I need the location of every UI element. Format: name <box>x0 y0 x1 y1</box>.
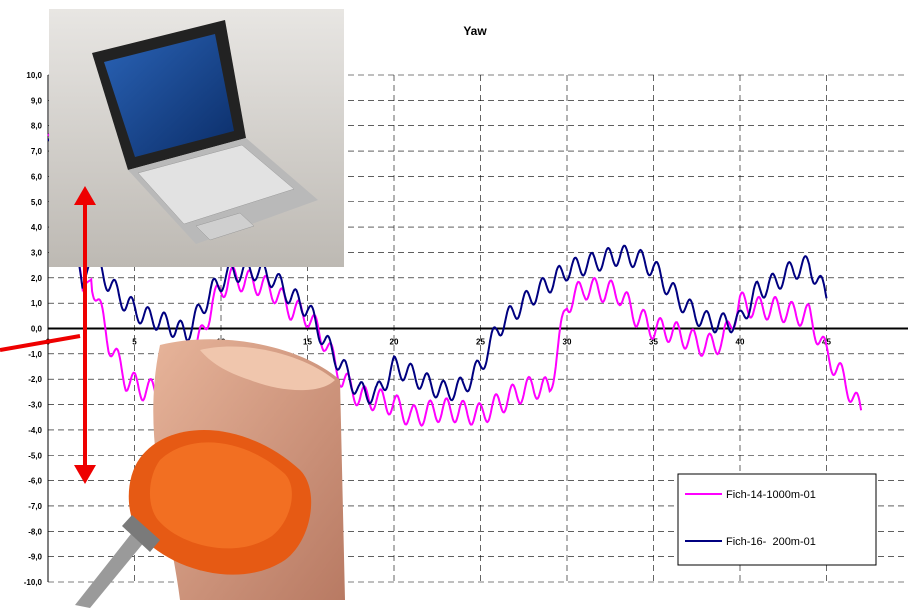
y-tick-label: 6,0 <box>31 172 43 181</box>
y-tick-labels: 10,0 9,0 8,0 7,0 6,0 5,0 4,0 3,0 2,0 1,0 0,0 -1,0 -2… <box>24 71 43 587</box>
y-tick-label: -5,0 <box>28 451 42 460</box>
y-tick-label: -7,0 <box>28 502 42 511</box>
chart-title: Yaw <box>463 24 487 38</box>
y-tick-label: 1,0 <box>31 299 43 308</box>
series-line-fich16 <box>47 138 828 405</box>
y-tick-label: 9,0 <box>31 96 43 105</box>
y-tick-label: 0,0 <box>31 325 43 334</box>
red-annotations <box>0 186 96 484</box>
y-tick-label: 2,0 <box>31 274 43 283</box>
x-tick-label: 25 <box>476 338 485 347</box>
y-tick-label: 4,0 <box>31 223 43 232</box>
x-tick-label: 5 <box>132 338 137 347</box>
y-tick-label: -8,0 <box>28 527 42 536</box>
y-tick-label: -6,0 <box>28 477 42 486</box>
x-tick-label: 35 <box>649 338 658 347</box>
x-tick-label: 45 <box>822 338 831 347</box>
y-tick-label: -4,0 <box>28 426 42 435</box>
x-tick-label: 15 <box>303 338 312 347</box>
y-tick-label: 10,0 <box>26 71 42 80</box>
y-tick-label: -3,0 <box>28 401 42 410</box>
legend: Fich-14-1000m-01 Fich-16- 200m-01 <box>677 473 877 566</box>
y-tick-label: 5,0 <box>31 198 43 207</box>
y-tick-label: -1,0 <box>28 350 42 359</box>
y-tick-label: 7,0 <box>31 147 43 156</box>
x-tick-label: 40 <box>736 338 745 347</box>
x-tick-label: 30 <box>563 338 572 347</box>
y-tick-label: -2,0 <box>28 375 42 384</box>
y-tick-label: 3,0 <box>31 248 43 257</box>
sensor-photo <box>75 339 345 608</box>
y-tick-label: -10,0 <box>24 578 43 587</box>
legend-label-fich14: Fich-14-1000m-01 <box>726 489 816 501</box>
laptop-photo <box>49 9 344 267</box>
legend-label-fich16: Fich-16- 200m-01 <box>726 536 816 548</box>
y-tick-label: 8,0 <box>31 122 43 131</box>
x-tick-label: 20 <box>390 338 399 347</box>
y-tick-label: -9,0 <box>28 553 42 562</box>
